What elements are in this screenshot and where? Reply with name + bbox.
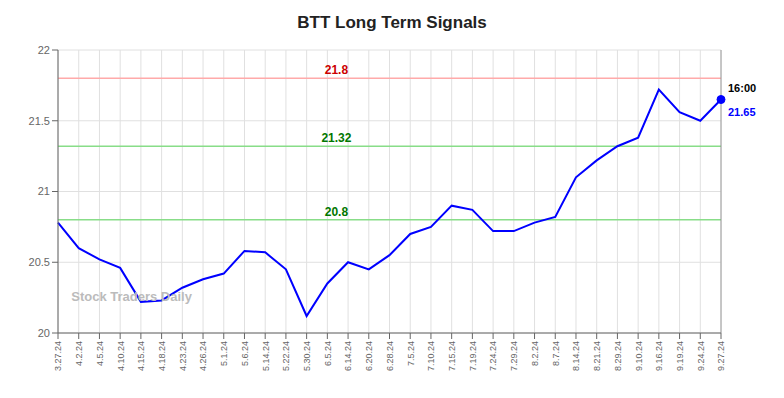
svg-text:20.5: 20.5 [29, 256, 50, 268]
svg-text:7.24.24: 7.24.24 [488, 341, 498, 371]
svg-text:4.5.24: 4.5.24 [95, 341, 105, 366]
svg-text:20: 20 [38, 327, 50, 339]
svg-text:21.8: 21.8 [325, 63, 349, 77]
svg-text:6.14.24: 6.14.24 [343, 341, 353, 371]
svg-text:5.22.24: 5.22.24 [281, 341, 291, 371]
svg-text:8.21.24: 8.21.24 [592, 341, 602, 371]
svg-text:6.5.24: 6.5.24 [323, 341, 333, 366]
svg-text:16:00: 16:00 [728, 82, 756, 94]
svg-text:9.27.24: 9.27.24 [716, 341, 726, 371]
svg-text:6.20.24: 6.20.24 [364, 341, 374, 371]
svg-text:8.29.24: 8.29.24 [613, 341, 623, 371]
svg-text:4.26.24: 4.26.24 [198, 341, 208, 371]
svg-text:5.30.24: 5.30.24 [302, 341, 312, 371]
svg-text:4.10.24: 4.10.24 [116, 341, 126, 371]
svg-text:21: 21 [38, 185, 50, 197]
svg-text:20.8: 20.8 [325, 205, 349, 219]
svg-text:3.27.24: 3.27.24 [53, 341, 63, 371]
html-text:BTT Long Term Signals: BTT Long Term Signals [297, 13, 487, 32]
svg-text:5.1.24: 5.1.24 [219, 341, 229, 366]
svg-text:5.14.24: 5.14.24 [261, 341, 271, 371]
svg-text:4.23.24: 4.23.24 [178, 341, 188, 371]
svg-text:5.6.24: 5.6.24 [240, 341, 250, 366]
html-text:Stock Traders Daily: Stock Traders Daily [71, 288, 192, 304]
svg-text:7.29.24: 7.29.24 [509, 341, 519, 371]
svg-text:21.65: 21.65 [728, 106, 756, 118]
svg-text:21.5: 21.5 [29, 115, 50, 127]
svg-text:9.10.24: 9.10.24 [634, 341, 644, 371]
svg-text:8.14.24: 8.14.24 [571, 341, 581, 371]
svg-text:6.28.24: 6.28.24 [385, 341, 395, 371]
svg-text:21.32: 21.32 [321, 131, 351, 145]
svg-text:9.24.24: 9.24.24 [696, 341, 706, 371]
svg-text:4.15.24: 4.15.24 [136, 341, 146, 371]
svg-text:7.5.24: 7.5.24 [406, 341, 416, 366]
svg-text:22: 22 [38, 44, 50, 56]
svg-text:4.2.24: 4.2.24 [74, 341, 84, 366]
svg-text:8.2.24: 8.2.24 [530, 341, 540, 366]
svg-text:7.15.24: 7.15.24 [447, 341, 457, 371]
svg-text:9.16.24: 9.16.24 [654, 341, 664, 371]
svg-text:4.18.24: 4.18.24 [157, 341, 167, 371]
svg-text:9.19.24: 9.19.24 [675, 341, 685, 371]
svg-text:7.10.24: 7.10.24 [426, 341, 436, 371]
svg-text:8.7.24: 8.7.24 [551, 341, 561, 366]
svg-text:7.19.24: 7.19.24 [468, 341, 478, 371]
